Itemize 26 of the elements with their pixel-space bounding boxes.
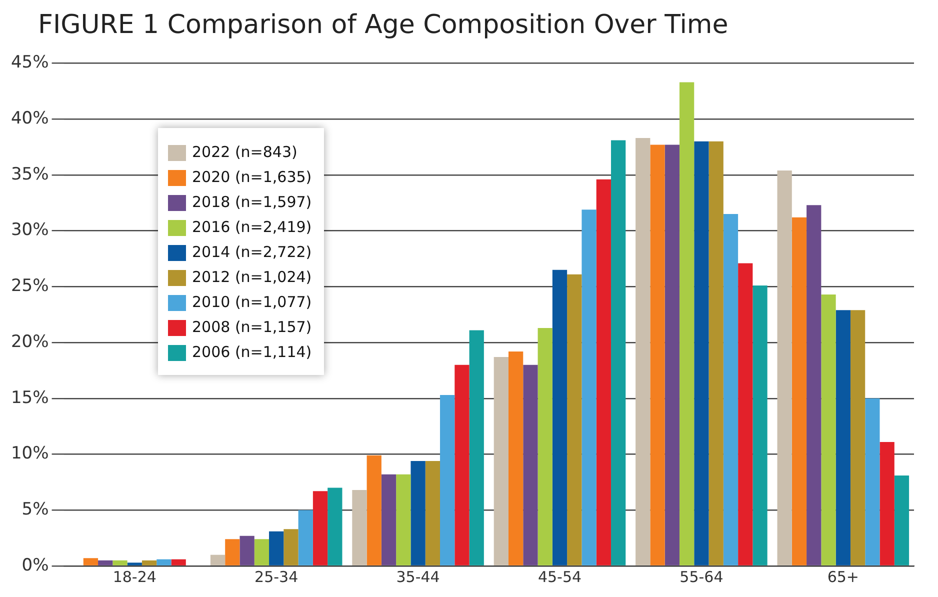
legend-label: 2006 (n=1,114) (192, 342, 312, 363)
y-tick-label: 35% (10, 164, 49, 184)
legend-label: 2010 (n=1,077) (192, 292, 312, 313)
x-tick-label: 45-54 (538, 568, 582, 586)
x-tick-label: 18-24 (112, 568, 156, 586)
y-tick-label: 30% (10, 220, 49, 240)
legend-label: 2020 (n=1,635) (192, 167, 312, 188)
x-tick-label: 55-64 (680, 568, 724, 586)
legend-label: 2018 (n=1,597) (192, 192, 312, 213)
y-tick-label: 25% (10, 276, 49, 296)
y-tick-label: 40% (10, 108, 49, 128)
y-tick-label: 5% (22, 500, 49, 520)
x-tick-label: 35-44 (396, 568, 440, 586)
y-tick-label: 0% (22, 555, 49, 576)
x-tick-label: 65+ (827, 568, 859, 586)
y-tick-label: 45% (10, 52, 49, 73)
legend-label: 2016 (n=2,419) (192, 217, 312, 238)
legend-label: 2012 (n=1,024) (192, 267, 312, 288)
legend-label: 2022 (n=843) (192, 142, 298, 163)
legend-label: 2014 (n=2,722) (192, 242, 312, 263)
y-tick-label: 20% (10, 332, 49, 352)
y-tick-label: 15% (10, 388, 49, 408)
x-tick-label: 25-34 (254, 568, 298, 586)
legend-label: 2008 (n=1,157) (192, 317, 312, 338)
chart-title: FIGURE 1 Comparison of Age Composition Over Time (37, 9, 730, 42)
y-tick-label: 10% (10, 444, 49, 464)
